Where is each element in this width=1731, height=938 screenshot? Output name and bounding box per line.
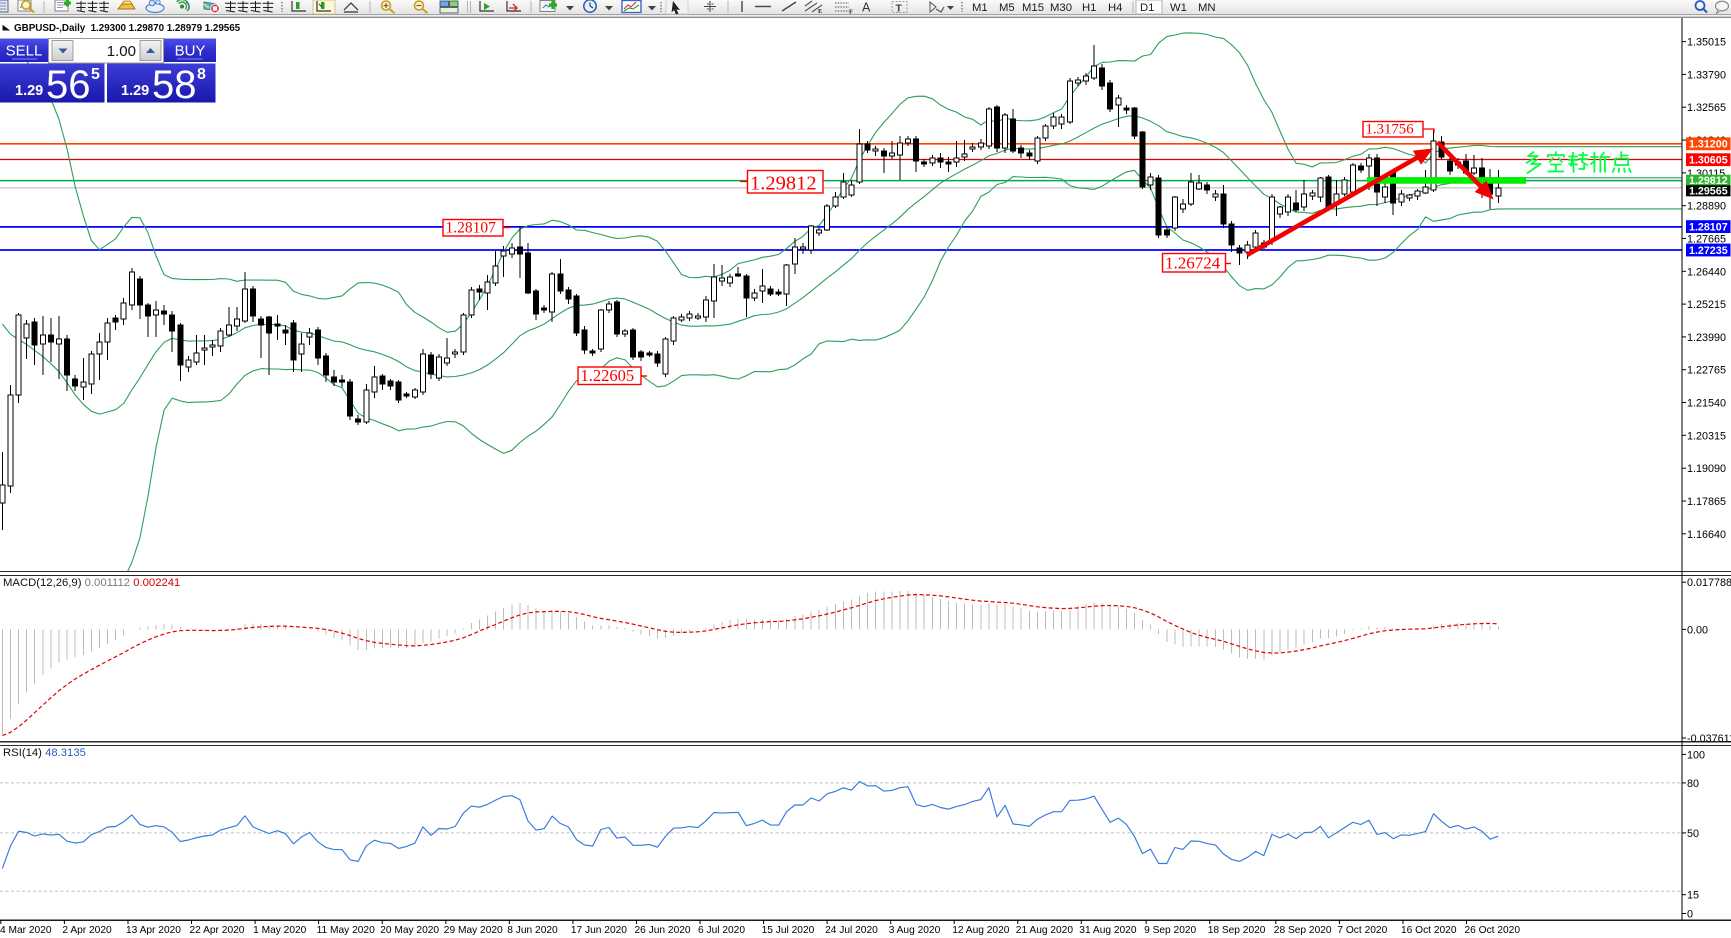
svg-text:80: 80 — [1687, 778, 1699, 790]
svg-text:1.28107: 1.28107 — [1689, 222, 1728, 234]
svg-text:D1: D1 — [1140, 2, 1154, 14]
svg-text:2 Apr 2020: 2 Apr 2020 — [62, 925, 112, 936]
svg-text:1.29812: 1.29812 — [1689, 175, 1728, 187]
svg-text:1.28107: 1.28107 — [446, 220, 497, 237]
svg-text:21 Aug 2020: 21 Aug 2020 — [1016, 925, 1074, 936]
svg-text:A: A — [862, 1, 871, 15]
svg-text:24 Jul 2020: 24 Jul 2020 — [825, 925, 878, 936]
svg-text:E: E — [818, 8, 822, 15]
svg-text:20 May 2020: 20 May 2020 — [380, 925, 439, 936]
svg-text:1.16640: 1.16640 — [1687, 529, 1726, 541]
svg-text:1.19090: 1.19090 — [1687, 463, 1726, 475]
svg-text:H1: H1 — [1082, 2, 1096, 14]
svg-text:8 Jun 2020: 8 Jun 2020 — [507, 925, 558, 936]
svg-text:26 Jun 2020: 26 Jun 2020 — [635, 925, 691, 936]
svg-text:50: 50 — [1687, 828, 1699, 840]
svg-text:17 Jun 2020: 17 Jun 2020 — [571, 925, 627, 936]
svg-text:1.25215: 1.25215 — [1687, 299, 1726, 311]
svg-text:11 May 2020: 11 May 2020 — [317, 925, 375, 936]
svg-text:1.31200: 1.31200 — [1689, 139, 1728, 151]
svg-text:15 Jul 2020: 15 Jul 2020 — [762, 925, 815, 936]
svg-text:3 Aug 2020: 3 Aug 2020 — [889, 925, 941, 936]
svg-text:MACD(12,26,9) 0.001112 0.00224: MACD(12,26,9) 0.001112 0.002241 — [3, 577, 180, 589]
svg-text:6 Jul 2020: 6 Jul 2020 — [698, 925, 745, 936]
svg-text:1.20315: 1.20315 — [1687, 430, 1726, 442]
svg-text:M30: M30 — [1050, 2, 1072, 14]
svg-text:26 Oct 2020: 26 Oct 2020 — [1465, 925, 1521, 936]
svg-text:1.21540: 1.21540 — [1687, 398, 1726, 410]
svg-text:1.27235: 1.27235 — [1689, 245, 1728, 257]
svg-text:M5: M5 — [999, 2, 1015, 14]
svg-text:1.26440: 1.26440 — [1687, 266, 1726, 278]
svg-text:16 Oct 2020: 16 Oct 2020 — [1401, 925, 1457, 936]
svg-text:RSI(14) 48.3135: RSI(14) 48.3135 — [3, 747, 86, 759]
svg-text:0.017788: 0.017788 — [1687, 577, 1731, 589]
svg-text:1.35015: 1.35015 — [1687, 37, 1726, 49]
svg-text:1.23990: 1.23990 — [1687, 332, 1726, 344]
svg-text:1.27665: 1.27665 — [1687, 234, 1726, 246]
svg-text:7 Oct 2020: 7 Oct 2020 — [1337, 925, 1387, 936]
svg-text:15: 15 — [1687, 890, 1699, 902]
svg-text:1.29: 1.29 — [15, 83, 43, 99]
svg-text:58: 58 — [152, 63, 197, 107]
svg-text:GBPUSD-,Daily 1.29300 1.29870: GBPUSD-,Daily 1.29300 1.29870 1.28979 1.… — [14, 23, 241, 34]
svg-text:1.26724: 1.26724 — [1165, 254, 1221, 273]
svg-text:H4: H4 — [1108, 2, 1122, 14]
svg-text:1.33790: 1.33790 — [1687, 69, 1726, 81]
svg-text:31 Aug 2020: 31 Aug 2020 — [1079, 925, 1137, 936]
svg-text:1.32565: 1.32565 — [1687, 102, 1726, 114]
svg-text:SELL: SELL — [6, 43, 43, 60]
svg-text:-0.037611: -0.037611 — [1687, 733, 1731, 745]
svg-text:1.29812: 1.29812 — [750, 173, 817, 195]
svg-text:9 Sep 2020: 9 Sep 2020 — [1144, 925, 1196, 936]
svg-text:1.31756: 1.31756 — [1366, 122, 1414, 138]
svg-text:1.30605: 1.30605 — [1689, 155, 1728, 167]
svg-text:1.29565: 1.29565 — [1689, 186, 1728, 198]
svg-text:1.00: 1.00 — [107, 43, 136, 60]
svg-text:8: 8 — [197, 66, 206, 83]
svg-text:M1: M1 — [972, 2, 988, 14]
svg-text:22 Apr 2020: 22 Apr 2020 — [190, 925, 245, 936]
svg-text:T: T — [896, 3, 903, 15]
svg-text:1.22765: 1.22765 — [1687, 365, 1726, 377]
svg-text:1.17865: 1.17865 — [1687, 496, 1726, 508]
svg-text:MN: MN — [1198, 2, 1216, 14]
svg-text:0: 0 — [1687, 909, 1693, 921]
svg-text:29 May 2020: 29 May 2020 — [444, 925, 503, 936]
svg-text:18 Sep 2020: 18 Sep 2020 — [1208, 925, 1266, 936]
svg-text:0.00: 0.00 — [1687, 624, 1708, 636]
svg-text:13 Apr 2020: 13 Apr 2020 — [126, 925, 181, 936]
svg-text:56: 56 — [46, 63, 91, 107]
svg-text:28 Sep 2020: 28 Sep 2020 — [1274, 925, 1332, 936]
svg-text:100: 100 — [1687, 749, 1705, 761]
svg-text:1.29: 1.29 — [121, 83, 149, 99]
svg-text:4 Mar 2020: 4 Mar 2020 — [0, 925, 52, 936]
svg-text:1.22605: 1.22605 — [581, 366, 635, 385]
svg-text:1.28890: 1.28890 — [1687, 201, 1726, 213]
svg-text:F: F — [849, 9, 853, 16]
svg-text:5: 5 — [91, 66, 100, 83]
svg-text:M15: M15 — [1022, 2, 1044, 14]
svg-text:12 Aug 2020: 12 Aug 2020 — [952, 925, 1010, 936]
svg-text:W1: W1 — [1170, 2, 1187, 14]
svg-text:BUY: BUY — [175, 43, 206, 60]
svg-text:1 May 2020: 1 May 2020 — [253, 925, 307, 936]
